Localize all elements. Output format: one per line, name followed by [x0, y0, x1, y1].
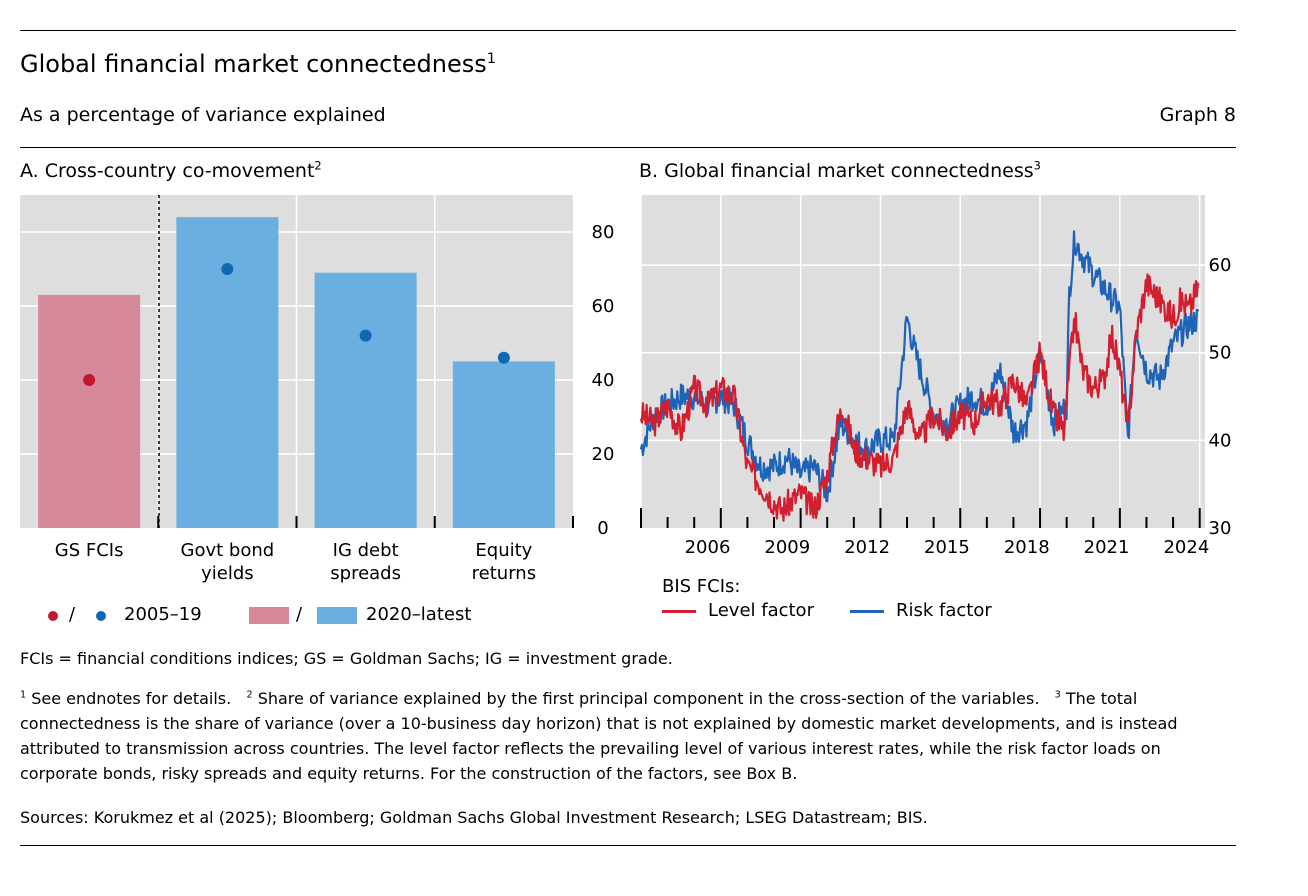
bar-equity-returns: [452, 361, 555, 528]
panel-a-ytick-label: 60: [592, 296, 615, 317]
panel-b-title: B. Global financial market connectedness…: [639, 158, 1041, 182]
panel-b-xtick-label: 2006: [685, 537, 731, 558]
panel-a-category-label: Equity: [475, 540, 532, 561]
panel-b-ytick-label: 40: [1209, 430, 1232, 451]
graph-label: Graph 8: [1159, 104, 1236, 126]
bar-ig-debt-spreads: [314, 272, 417, 528]
dot-equity-returns: [497, 351, 510, 364]
legend-level-label: Level factor: [708, 600, 814, 621]
legend-dot-label: 2005–19: [124, 604, 202, 625]
panel-a-ytick-label: 80: [592, 222, 615, 243]
panel-b-xtick-label: 2012: [844, 537, 890, 558]
panel-b-ytick-label: 30: [1209, 518, 1232, 539]
panel-a-category-label: returns: [472, 563, 536, 584]
legend-bar-separator: /: [296, 604, 303, 625]
panel-a-category-label: Govt bond: [181, 540, 275, 561]
panel-b-ytick-label: 60: [1209, 255, 1232, 276]
header-rule: [20, 147, 1236, 148]
panel-b-xtick-label: 2018: [1004, 537, 1050, 558]
panel-a-ytick-label: 40: [592, 370, 615, 391]
abbreviations-note: FCIs = financial conditions indices; GS …: [20, 649, 673, 668]
panel-b-legend-heading: BIS FCIs:: [662, 576, 741, 597]
dot-ig-debt-spreads: [359, 329, 372, 342]
dot-gs-fcis: [83, 374, 96, 386]
panel-a-category-label: GS FCIs: [55, 540, 124, 561]
top-rule: [20, 30, 1236, 31]
panel-b-xtick-label: 2009: [764, 537, 810, 558]
panel-a-category-label: IG debt: [333, 540, 399, 561]
legend-red-dot: [48, 611, 58, 621]
legend-level-line: [662, 610, 696, 613]
panel-b-xtick-label: 2021: [1084, 537, 1130, 558]
panel-b-plot-area: [641, 195, 1205, 528]
panel-b-legend: Level factor Risk factor: [662, 600, 1062, 624]
panel-b-xtick-label: 2024: [1163, 537, 1209, 558]
sources-note: Sources: Korukmez et al (2025); Bloomber…: [20, 808, 928, 827]
legend-red-swatch: [249, 607, 289, 624]
subtitle: As a percentage of variance explained: [20, 104, 386, 126]
footnotes: 1 See endnotes for details. 2 Share of v…: [20, 689, 1178, 783]
legend-dot-separator: /: [69, 604, 76, 625]
page-title: Global financial market connectedness1: [20, 50, 496, 78]
legend-blue-swatch: [317, 607, 357, 624]
bottom-rule: [20, 845, 1236, 846]
panel-a-category-label: yields: [201, 563, 254, 584]
panel-a-category-label: spreads: [330, 563, 401, 584]
dot-govt-bond-yields: [221, 263, 234, 275]
legend-blue-dot: [96, 611, 106, 621]
risk-factor-line: [639, 230, 1200, 503]
legend-risk-label: Risk factor: [896, 600, 992, 621]
legend-bar-label: 2020–latest: [366, 604, 472, 625]
legend-risk-line: [850, 610, 884, 613]
panel-a-title: A. Cross-country co-movement2: [20, 158, 322, 182]
panel-a-ytick-label: 0: [597, 518, 608, 539]
level-factor-line: [639, 273, 1200, 522]
panel-b-ytick-label: 50: [1209, 343, 1232, 364]
panel-a-ytick-label: 20: [592, 444, 615, 465]
panel-b-xtick-label: 2015: [924, 537, 970, 558]
bar-gs-fcis: [38, 294, 141, 528]
